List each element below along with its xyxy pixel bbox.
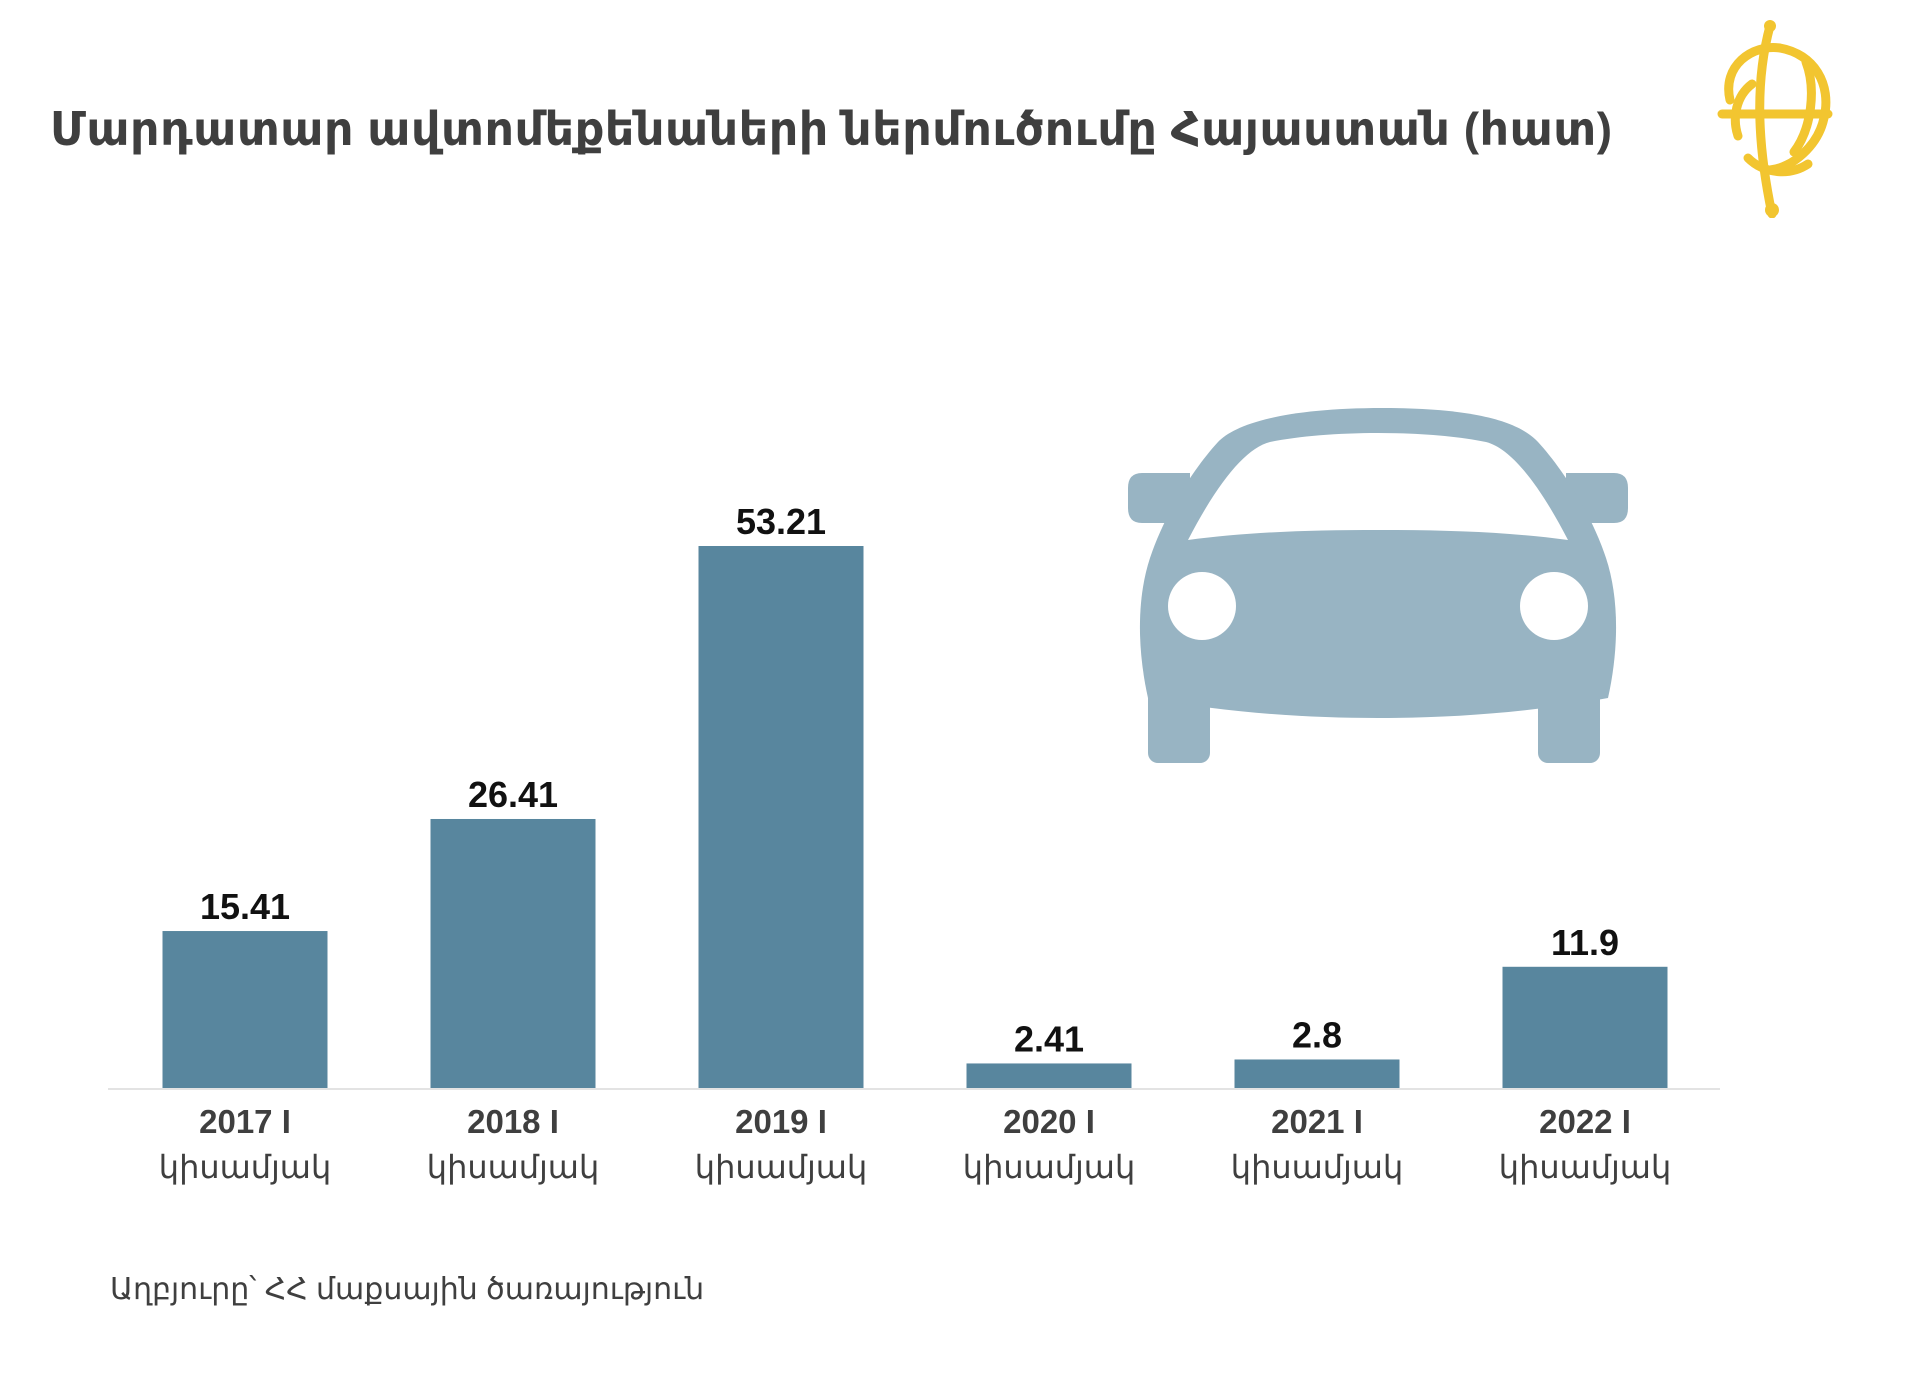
- bar: [966, 1063, 1132, 1088]
- x-tick-label: 2020 I: [1003, 1103, 1095, 1140]
- x-tick-label: 2018 I: [467, 1103, 559, 1140]
- data-label: 2.41: [1014, 1018, 1084, 1059]
- x-tick-label: կիսամյակ: [1231, 1149, 1403, 1185]
- page-title: Մարդատար ավտոմեքենաների ներմուծումը Հայա…: [50, 103, 1613, 155]
- x-tick-label: կիսամյակ: [159, 1149, 331, 1185]
- x-tick-label: 2017 I: [199, 1103, 291, 1140]
- x-tick-label: կիսամյակ: [427, 1149, 599, 1185]
- x-tick-label: 2021 I: [1271, 1103, 1363, 1140]
- bar: [698, 546, 864, 1088]
- source-note: Աղբյուրը՝ ՀՀ մաքսային ծառայություն: [110, 1273, 705, 1306]
- globe-logo-icon: [1717, 20, 1833, 218]
- data-label: 26.41: [468, 774, 558, 815]
- data-label: 2.8: [1292, 1014, 1342, 1055]
- x-tick-label: կիսամյակ: [963, 1149, 1135, 1185]
- bar: [1234, 1059, 1400, 1088]
- bar-chart: 15.41 2017 I կիսամյակ 26.41 2018 I կիսամյակ 53…: [108, 501, 1720, 1185]
- x-tick-label: կիսամյակ: [695, 1149, 867, 1185]
- x-tick-label: 2022 I: [1539, 1103, 1631, 1140]
- data-label: 53.21: [736, 501, 826, 542]
- data-label: 11.9: [1551, 922, 1619, 963]
- bar: [162, 931, 328, 1088]
- car-icon: [1128, 408, 1628, 763]
- bar: [1502, 966, 1668, 1088]
- bar: [430, 818, 596, 1088]
- x-tick-label: կիսամյակ: [1499, 1149, 1671, 1185]
- x-tick-label: 2019 I: [735, 1103, 827, 1140]
- data-label: 15.41: [200, 886, 290, 927]
